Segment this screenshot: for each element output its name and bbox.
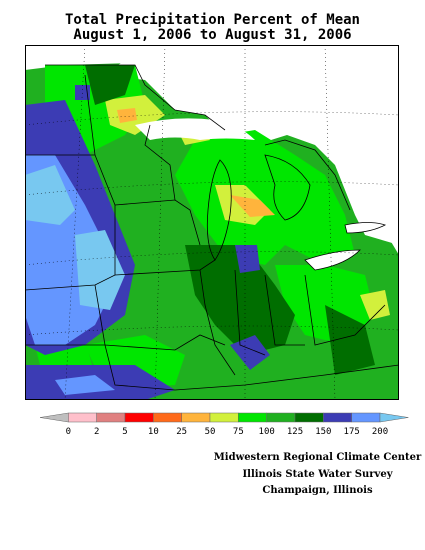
legend-label: 75 <box>233 427 244 437</box>
legend-swatch <box>124 412 154 423</box>
graticule <box>25 45 399 400</box>
precipitation-map <box>25 45 399 400</box>
legend-swatch <box>379 412 409 423</box>
legend-label: 0 <box>66 427 71 437</box>
legend-label: 10 <box>148 427 159 437</box>
legend-label: 5 <box>122 427 127 437</box>
zone-125-150-c <box>325 305 375 375</box>
legend-swatch <box>153 412 182 423</box>
zone-25-50-b <box>117 108 137 123</box>
legend-label: 100 <box>259 427 275 437</box>
legend-label: 2 <box>94 427 99 437</box>
lake-superior <box>135 118 255 140</box>
legend-swatch <box>209 412 239 423</box>
map-frame <box>25 45 399 400</box>
legend-label: 150 <box>315 427 331 437</box>
state-borders <box>25 64 399 391</box>
credit-location: Champaign, Illinois <box>262 485 373 496</box>
credit-mrcc: Midwestern Regional Climate Center <box>213 452 422 463</box>
zone-175-200-b <box>25 165 75 225</box>
outside-area-top <box>25 45 399 70</box>
zone-125-150-a <box>185 245 295 355</box>
legend-swatch <box>68 412 97 423</box>
lake-huron <box>264 154 311 221</box>
legend-label: 25 <box>176 427 187 437</box>
map-title-line-2: August 1, 2006 to August 31, 2006 <box>73 27 352 43</box>
credit-isws: Illinois State Water Survey <box>242 469 393 480</box>
legend-swatch <box>181 412 211 423</box>
map-title-line-1: Total Precipitation Percent of Mean <box>64 12 360 28</box>
legend-label: 200 <box>372 427 388 437</box>
canada-region <box>105 55 399 245</box>
lake-erie <box>304 249 361 271</box>
legend-swatch <box>294 412 324 423</box>
zone-50-75-d <box>360 290 390 320</box>
legend-swatch <box>238 412 267 423</box>
legend-label: 50 <box>205 427 216 437</box>
zone-150-175-e <box>75 85 90 100</box>
legend-swatch <box>323 412 352 423</box>
legend-swatch <box>96 412 126 423</box>
zone-175-200-c <box>75 230 125 310</box>
color-legend: 0 2 5 10 25 50 75 100 125 150 175 200 <box>39 412 409 437</box>
legend-swatch <box>266 412 296 423</box>
zone-75-100-b <box>175 130 355 265</box>
zone-125-150-b <box>85 65 135 105</box>
legend-label: 125 <box>287 427 303 437</box>
legend-swatch <box>39 412 69 423</box>
zone-25-50-a <box>230 195 275 217</box>
zone-175-200-d <box>55 375 115 395</box>
lake-ontario <box>344 222 387 234</box>
legend-label: 175 <box>344 427 360 437</box>
legend-swatch <box>351 412 381 423</box>
